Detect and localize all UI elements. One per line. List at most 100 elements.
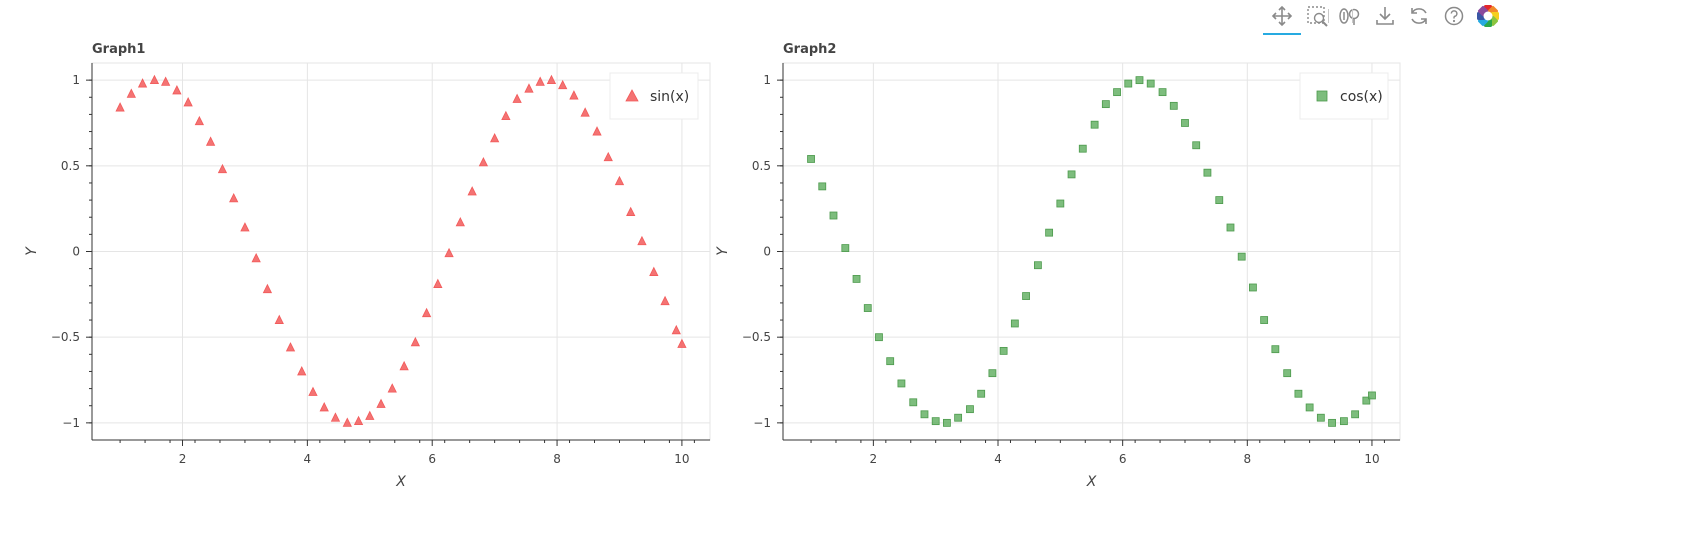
data-point: [677, 338, 687, 348]
data-point: [1158, 88, 1167, 97]
data-point: [376, 398, 386, 408]
y-tick-label: −0.5: [51, 330, 80, 344]
data-point: [330, 412, 341, 422]
legend-label: sin(x): [650, 89, 689, 105]
data-point: [931, 417, 940, 426]
y-tick-label: 0.5: [752, 159, 771, 173]
chart-title: Graph2: [783, 42, 836, 57]
save-tool[interactable]: [1372, 3, 1398, 29]
data-point: [807, 155, 815, 163]
data-point: [1010, 319, 1019, 328]
data-point: [229, 192, 239, 203]
data-point: [501, 110, 511, 121]
bokeh-logo-icon: [1475, 3, 1501, 29]
data-point: [1271, 345, 1280, 354]
legend-box: [609, 72, 699, 120]
data-point: [217, 163, 228, 174]
data-point: [626, 206, 636, 216]
data-point: [342, 417, 352, 427]
data-point: [1316, 413, 1325, 422]
data-point: [1045, 228, 1054, 237]
data-point: [1368, 391, 1376, 400]
data-point: [297, 366, 307, 376]
x-tick-label: 6: [1119, 452, 1127, 466]
data-point: [943, 418, 951, 427]
data-point: [818, 182, 827, 191]
data-point: [1135, 76, 1144, 85]
data-point: [467, 186, 477, 196]
y-axis-label: Y: [715, 246, 731, 256]
data-point: [1362, 396, 1371, 405]
chart-title: Graph1: [92, 42, 145, 57]
y-tick-label: 1: [763, 73, 771, 87]
data-point: [1124, 79, 1133, 88]
data-point: [489, 133, 500, 143]
bokeh-logo[interactable]: [1475, 3, 1501, 29]
data-point: [478, 156, 489, 167]
data-point: [841, 244, 850, 252]
box-zoom-tool[interactable]: [1304, 3, 1330, 29]
y-tick-label: −1: [62, 416, 80, 430]
reset-tool[interactable]: [1406, 3, 1432, 29]
data-point: [569, 90, 579, 100]
data-point: [1305, 403, 1314, 412]
data-point: [274, 314, 284, 324]
data-point: [365, 410, 375, 420]
data-point: [671, 324, 681, 335]
x-tick-label: 10: [1364, 452, 1379, 466]
legend: cos(x): [1299, 72, 1389, 120]
data-point: [319, 402, 329, 412]
data-point: [1260, 316, 1269, 324]
data-point: [1101, 100, 1110, 109]
data-point: [308, 386, 318, 396]
box-zoom-icon: [1304, 3, 1330, 29]
data-point: [1351, 410, 1360, 419]
data-point: [194, 115, 205, 126]
data-point: [1328, 418, 1336, 427]
data-point: [886, 357, 895, 366]
data-point: [1056, 199, 1065, 208]
y-tick-label: −0.5: [742, 330, 771, 344]
hover-icon: [1336, 3, 1362, 29]
data-point: [137, 78, 148, 88]
plot-toolbar: [1263, 0, 1580, 35]
data-point: [897, 379, 906, 388]
data-point: [649, 266, 659, 276]
data-point: [909, 398, 918, 407]
data-point: [592, 126, 602, 136]
y-tick-label: 0: [72, 245, 80, 259]
pan-tool[interactable]: [1263, 3, 1301, 35]
data-point: [251, 252, 261, 263]
data-point: [988, 369, 997, 378]
data-point: [455, 216, 465, 227]
y-axis-label: Y: [24, 246, 40, 256]
data-point: [421, 307, 432, 318]
data-point: [399, 360, 409, 371]
data-point: [603, 151, 613, 162]
toolbar-separator: [1352, 9, 1353, 23]
data-point: [1090, 120, 1099, 129]
data-point: [1226, 223, 1235, 232]
x-tick-label: 4: [994, 452, 1002, 466]
x-tick-label: 2: [179, 452, 187, 466]
y-tick-label: 0: [763, 245, 771, 259]
x-axis-label: X: [395, 474, 406, 490]
data-point: [558, 79, 568, 90]
data-point: [999, 346, 1008, 355]
data-point: [580, 107, 590, 117]
data-point: [1294, 389, 1303, 398]
data-point: [863, 304, 872, 312]
legend-label: cos(x): [1340, 89, 1383, 105]
data-point: [660, 295, 670, 306]
data-point: [1283, 369, 1292, 378]
lasso-hover-tool[interactable]: [1336, 3, 1362, 29]
legend-marker: [1316, 90, 1328, 102]
data-point: [1078, 144, 1087, 153]
data-point: [387, 383, 397, 393]
legend: sin(x): [609, 72, 699, 120]
x-tick-label: 8: [1243, 452, 1251, 466]
help-tool[interactable]: [1441, 3, 1467, 29]
data-point: [161, 76, 171, 86]
data-point: [1113, 88, 1121, 97]
